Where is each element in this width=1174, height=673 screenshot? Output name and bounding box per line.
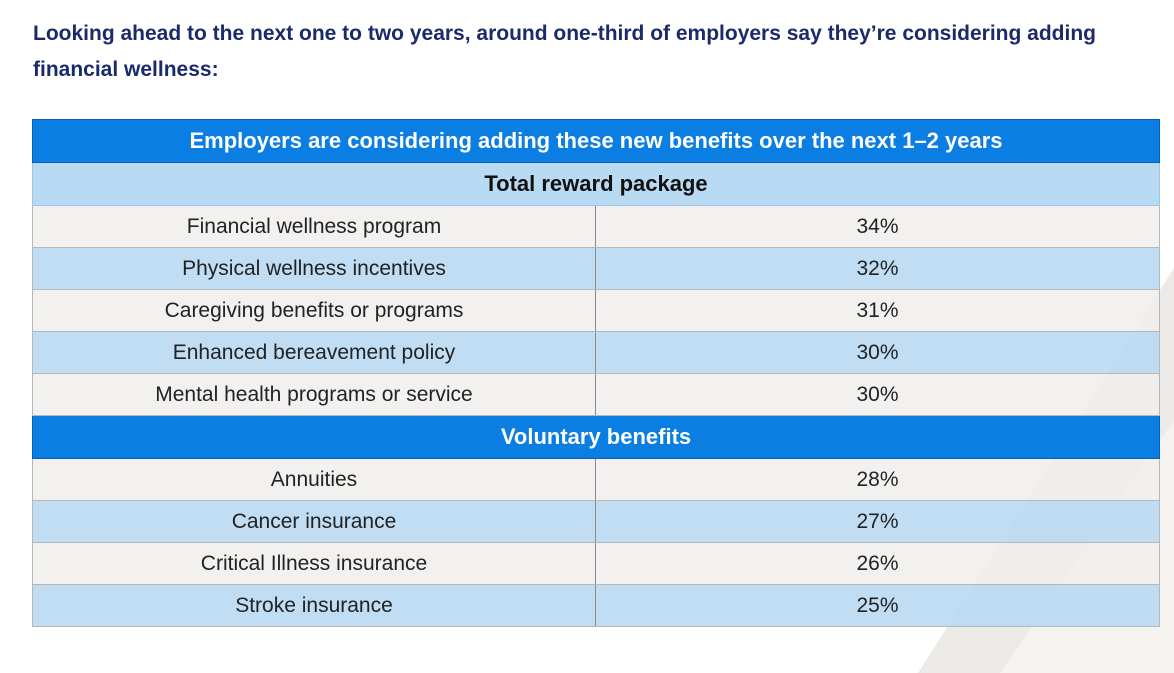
table-row: Financial wellness program 34%: [32, 205, 1161, 248]
benefit-name: Cancer insurance: [32, 500, 596, 543]
benefit-name: Financial wellness program: [32, 205, 596, 248]
benefit-percent: 31%: [595, 289, 1161, 332]
benefit-percent: 32%: [595, 247, 1161, 290]
table-row: Mental health programs or service 30%: [32, 373, 1161, 416]
table-row: Physical wellness incentives 32%: [32, 247, 1161, 290]
intro-heading: Looking ahead to the next one to two yea…: [33, 22, 1096, 81]
section-heading: Total reward package: [31, 162, 1161, 206]
benefit-percent: 30%: [595, 331, 1161, 374]
table-title-row: Employers are considering adding these n…: [31, 119, 1161, 163]
benefit-name: Critical Illness insurance: [32, 542, 596, 585]
benefit-percent: 25%: [595, 584, 1161, 627]
table-row: Critical Illness insurance 26%: [32, 542, 1161, 585]
table-row: Cancer insurance 27%: [32, 500, 1161, 543]
section-header-voluntary: Voluntary benefits: [31, 415, 1161, 459]
table-title: Employers are considering adding these n…: [31, 119, 1161, 163]
table-row: Enhanced bereavement policy 30%: [32, 331, 1161, 374]
table-row: Stroke insurance 25%: [32, 584, 1161, 627]
benefit-percent: 28%: [595, 458, 1161, 501]
benefit-percent: 26%: [595, 542, 1161, 585]
benefit-name: Caregiving benefits or programs: [32, 289, 596, 332]
benefit-name: Stroke insurance: [32, 584, 596, 627]
benefit-name: Enhanced bereavement policy: [32, 331, 596, 374]
section-header-total-reward: Total reward package: [31, 162, 1161, 206]
benefit-name: Physical wellness incentives: [32, 247, 596, 290]
section-heading: Voluntary benefits: [31, 415, 1161, 459]
table-row: Annuities 28%: [32, 458, 1161, 501]
benefit-percent: 34%: [595, 205, 1161, 248]
benefit-name: Annuities: [32, 458, 596, 501]
benefit-percent: 27%: [595, 500, 1161, 543]
table-row: Caregiving benefits or programs 31%: [32, 289, 1161, 332]
benefit-name: Mental health programs or service: [32, 373, 596, 416]
benefit-percent: 30%: [595, 373, 1161, 416]
benefits-table: Employers are considering adding these n…: [31, 119, 1161, 627]
